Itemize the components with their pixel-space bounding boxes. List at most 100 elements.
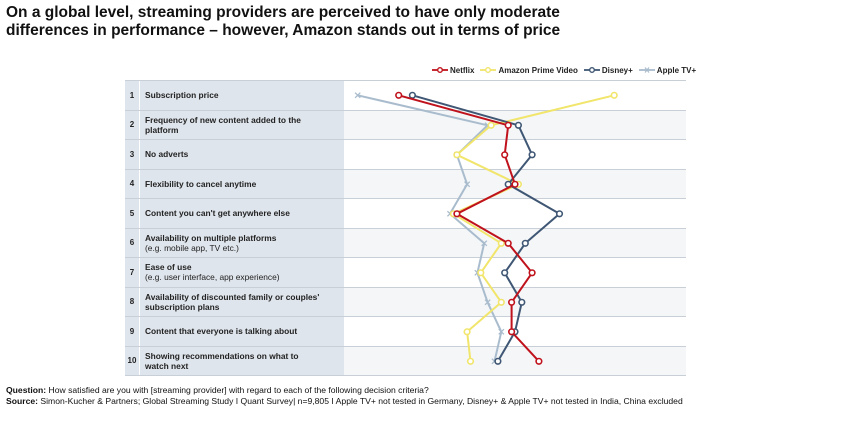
source-note: Source: Simon-Kucher & Partners; Global … [6, 396, 683, 407]
data-point [514, 121, 523, 129]
data-point [395, 91, 403, 99]
criterion-label: Content you can't get anywhere else [139, 199, 344, 228]
criterion-label-line: Frequency of new content added to the [145, 114, 301, 125]
data-point [501, 269, 509, 277]
criterion-plot-band [344, 258, 686, 287]
legend-item: Amazon Prime Video [480, 65, 578, 75]
criterion-label: Content that everyone is talking about [139, 317, 344, 346]
criterion-number: 1 [125, 81, 139, 110]
data-point [504, 121, 512, 129]
data-point [494, 357, 502, 365]
series-line [412, 94, 561, 362]
criterion-label-line: Availability of discounted family or cou… [145, 291, 320, 302]
criteria-table: 1 Subscription price 2 Frequency of new con… [125, 80, 686, 376]
data-point [610, 91, 618, 99]
data-point [497, 298, 505, 306]
data-point [528, 151, 536, 159]
legend-item: Apple TV+ [638, 65, 697, 75]
criterion-label-line: Showing recommendations on what to [145, 350, 299, 361]
criterion-label-line: platform [145, 124, 179, 135]
criterion-label: Frequency of new content added to the pla… [139, 110, 344, 139]
criterion-label-line: watch next [145, 360, 189, 371]
legend-item: Netflix [432, 66, 474, 75]
data-point [498, 328, 505, 335]
criterion-number: 7 [125, 258, 139, 287]
data-point [521, 239, 529, 247]
legend-swatch [432, 67, 448, 73]
criterion-row: 5 Content you can't get anywhere else [125, 199, 686, 229]
legend-label: Netflix [450, 65, 475, 75]
data-point [487, 121, 495, 129]
criterion-row: 10 Showing recommendations on what to watc… [125, 346, 686, 376]
criterion-label: Showing recommendations on what to watch … [139, 346, 344, 375]
criterion-label-line: Availability on multiple platforms [145, 232, 277, 243]
criterion-label-line: Flexibility to cancel anytime [145, 178, 257, 189]
criterion-label-line: Content you can't get anywhere else [145, 208, 290, 219]
legend-label: Apple TV+ [656, 65, 697, 75]
series-line [398, 94, 540, 362]
source-label: Source: [6, 396, 38, 406]
chart-footer: Question: How satisfied are you with [st… [6, 385, 683, 407]
criterion-number: 10 [125, 346, 139, 375]
criterion-number: 5 [125, 199, 139, 228]
chart-legend: Netflix Amazon Prime Video Disney+ Apple TV… [432, 64, 702, 76]
criterion-number: 6 [125, 228, 139, 257]
legend-swatch [480, 67, 497, 73]
criterion-label-line: Subscription price [145, 90, 219, 101]
criterion-row: 3 No adverts [125, 140, 686, 170]
data-point [453, 210, 461, 218]
criterion-label: Ease of use (e.g. user interface, app exp… [139, 258, 344, 287]
data-point [508, 328, 516, 336]
criterion-number: 9 [125, 317, 139, 346]
criterion-number: 2 [125, 110, 139, 139]
series-line [357, 94, 503, 362]
question-label: Question: [6, 385, 47, 395]
criterion-label-line: Ease of use [145, 262, 192, 273]
source-text: Simon-Kucher & Partners; Global Streamin… [40, 396, 683, 406]
criterion-plot-band [344, 199, 686, 228]
series-line [452, 94, 615, 362]
chart-title: On a global level, streaming providers a… [6, 4, 806, 40]
criterion-label: Flexibility to cancel anytime [139, 169, 344, 198]
criterion-plot-band [344, 140, 686, 169]
data-point [497, 239, 505, 247]
legend-label: Disney+ [601, 65, 633, 75]
criterion-label: Subscription price [139, 81, 344, 110]
data-point [535, 357, 543, 365]
data-point [511, 180, 519, 188]
legend-swatch [638, 67, 655, 73]
question-text: How satisfied are you with [streaming pr… [48, 385, 429, 395]
data-point [463, 328, 471, 336]
data-point [453, 151, 461, 159]
criterion-number: 3 [125, 140, 139, 169]
chart-title-line-2: differences in performance – however, Am… [6, 22, 561, 39]
criterion-label-example: (e.g. user interface, app experience) [145, 272, 280, 283]
question-note: Question: How satisfied are you with [st… [6, 385, 683, 396]
criterion-label-line: Content that everyone is talking about [145, 326, 298, 337]
data-point [464, 181, 471, 188]
data-point [528, 269, 536, 277]
criterion-number: 8 [125, 287, 139, 316]
data-point [508, 298, 516, 306]
data-point [518, 298, 526, 306]
criterion-label-line: No adverts [145, 149, 189, 160]
data-point [555, 210, 564, 218]
legend-label: Amazon Prime Video [498, 65, 578, 75]
data-point [484, 299, 491, 306]
data-point [466, 357, 475, 365]
chart-title-line-1: On a global level, streaming providers a… [6, 4, 560, 21]
criterion-plot-band [344, 346, 686, 375]
legend-swatch [583, 67, 600, 73]
data-point [354, 92, 361, 99]
criterion-label: Availability on multiple platforms (e.g. … [139, 228, 344, 257]
criterion-number: 4 [125, 169, 139, 198]
criterion-label-example: (e.g. mobile app, TV etc.) [145, 242, 239, 253]
criterion-row: 7 Ease of use (e.g. user interface, app ex… [125, 258, 686, 288]
data-point [504, 239, 512, 247]
data-point [481, 240, 488, 247]
legend-item: Disney+ [583, 65, 633, 75]
criterion-label: Availability of discounted family or cou… [139, 287, 344, 316]
data-point [501, 151, 509, 159]
criterion-label: No adverts [139, 140, 344, 169]
